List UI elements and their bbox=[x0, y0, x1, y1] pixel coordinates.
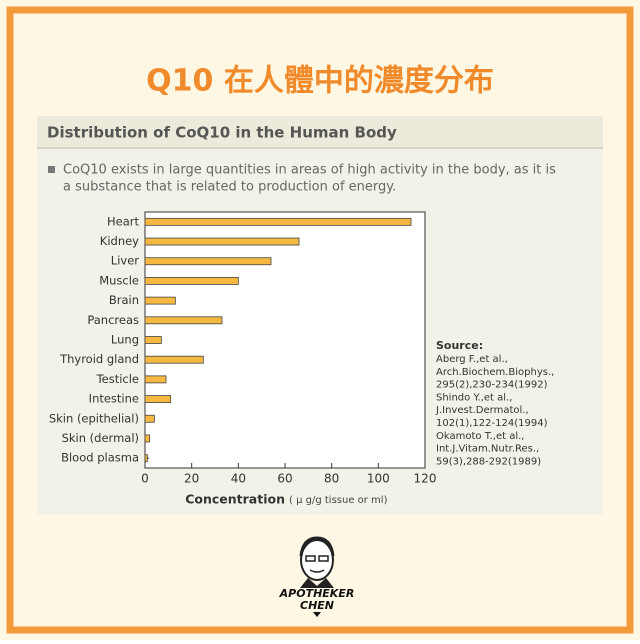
source-line: Aberg F.,et al., bbox=[436, 354, 508, 365]
chart-title: Distribution of CoQ10 in the Human Body bbox=[47, 124, 397, 142]
source-line: Arch.Biochem.Biophys., bbox=[436, 367, 554, 378]
y-tick-label: Heart bbox=[107, 214, 139, 228]
y-tick-label: Intestine bbox=[89, 392, 139, 406]
y-tick-label: Skin (dermal) bbox=[62, 431, 139, 445]
panel-header bbox=[37, 116, 603, 148]
bar bbox=[144, 296, 176, 305]
source-line: Int.J.Vitam.Nutr.Res., bbox=[436, 444, 539, 455]
y-tick-label: Thyroid gland bbox=[59, 352, 139, 366]
x-tick-label: 80 bbox=[324, 472, 339, 486]
y-tick-label: Kidney bbox=[100, 234, 139, 248]
y-tick-label: Liver bbox=[111, 254, 139, 268]
x-tick-label: 60 bbox=[277, 472, 292, 486]
y-tick-label: Brain bbox=[109, 293, 139, 307]
bar bbox=[144, 375, 167, 384]
source-line: 59(3),288-292(1989) bbox=[436, 456, 541, 467]
source-title: Source: bbox=[436, 339, 483, 352]
source-line: Okamoto T.,et al., bbox=[436, 431, 525, 442]
y-tick-label: Muscle bbox=[99, 273, 139, 287]
bar bbox=[144, 257, 272, 266]
y-tick-label: Blood plasma bbox=[61, 451, 139, 465]
bar bbox=[144, 454, 148, 463]
logo-text: CHEN bbox=[300, 599, 334, 612]
bar bbox=[144, 277, 239, 285]
y-tick-label: Testicle bbox=[96, 372, 139, 386]
source-line: Shindo Y.,et al., bbox=[436, 392, 512, 403]
bar bbox=[144, 414, 155, 423]
y-tick-label: Skin (epithelial) bbox=[49, 411, 139, 425]
x-axis-unit: ( μ g/g tissue or ml) bbox=[289, 495, 388, 506]
bar bbox=[144, 237, 300, 246]
subtitle: CoQ10 exists in large quantities in area… bbox=[63, 163, 556, 178]
bullet bbox=[48, 166, 55, 173]
bar bbox=[144, 316, 223, 325]
x-tick-label: 20 bbox=[184, 472, 199, 486]
x-tick-label: 0 bbox=[141, 472, 149, 486]
source-line: 102(1),122-124(1994) bbox=[436, 418, 548, 429]
bar bbox=[144, 434, 151, 443]
y-tick-label: Lung bbox=[111, 333, 139, 347]
subtitle: a substance that is related to productio… bbox=[63, 180, 396, 195]
y-tick-label: Pancreas bbox=[87, 313, 139, 327]
logo-text: APOTHEKER bbox=[279, 587, 355, 600]
bar bbox=[144, 355, 204, 364]
x-tick-label: 120 bbox=[414, 472, 437, 486]
source-line: J.Invest.Dermatol., bbox=[435, 405, 529, 416]
bar bbox=[144, 395, 172, 403]
bar bbox=[144, 217, 412, 226]
logo: APOTHEKER CHEN bbox=[279, 536, 355, 617]
source-line: 295(2),230-234(1992) bbox=[436, 380, 548, 391]
plot-area bbox=[144, 211, 426, 469]
frame bbox=[6, 6, 634, 634]
x-tick-label: 40 bbox=[231, 472, 246, 486]
bar bbox=[144, 336, 162, 344]
x-tick-label: 100 bbox=[367, 472, 390, 486]
x-axis-label: Concentration bbox=[185, 492, 285, 507]
page-title: Q10 在人體中的濃度分布 bbox=[146, 64, 494, 99]
